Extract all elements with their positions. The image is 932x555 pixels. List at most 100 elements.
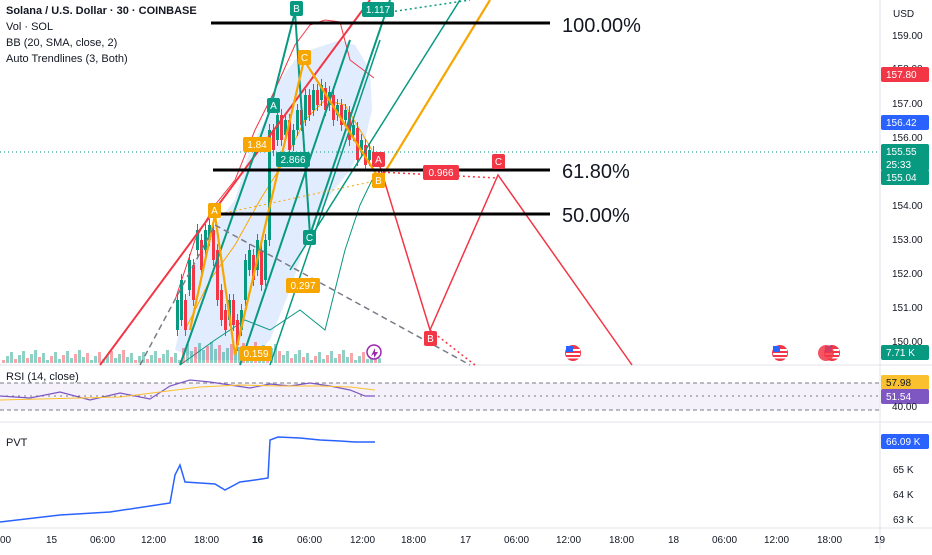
- volume-bar: [314, 356, 317, 363]
- time-tick: 17: [460, 535, 472, 546]
- volume-bar: [46, 360, 49, 363]
- pattern-marker-b-green[interactable]: [290, 1, 303, 16]
- candle-body: [340, 105, 343, 125]
- volume-bar: [106, 355, 109, 363]
- time-tick: 18: [668, 535, 680, 546]
- price-badge-text: 155.04: [886, 173, 917, 184]
- pattern-marker-b-red[interactable]: [424, 331, 437, 346]
- volume-bar: [130, 353, 133, 363]
- value-tag-1117[interactable]: [362, 2, 394, 17]
- pvt-tick: 65 K: [893, 465, 914, 476]
- pattern-green-projection: [389, 0, 471, 13]
- fib-label-50: 50.00%: [562, 205, 630, 227]
- pattern-marker-c-orange[interactable]: [298, 50, 311, 65]
- volume-bar: [358, 356, 361, 363]
- candle-body: [368, 150, 371, 160]
- time-tick: 06:00: [297, 535, 322, 546]
- value-tag-0297-text: 0.297: [290, 281, 315, 292]
- pvt-legend[interactable]: PVT: [6, 437, 28, 449]
- volume-bar: [110, 351, 113, 363]
- volume-bar: [2, 360, 5, 363]
- volume-bar: [126, 357, 129, 363]
- pattern-marker-c-green[interactable]: [303, 230, 316, 245]
- volume-bar: [226, 348, 229, 363]
- volume-bar: [218, 345, 221, 363]
- price-badge-red: [881, 67, 929, 82]
- candle-body: [292, 130, 295, 145]
- volume-bar: [10, 352, 13, 363]
- volume-bar: [274, 344, 277, 363]
- time-tick: 18:00: [194, 535, 219, 546]
- pvt-tick: 64 K: [893, 490, 914, 501]
- candle-body: [184, 300, 187, 330]
- value-tag-0297[interactable]: [286, 278, 320, 293]
- volume-bar: [294, 354, 297, 363]
- candle-body: [216, 250, 219, 300]
- trendlines-legend[interactable]: Auto Trendlines (3, Both): [6, 53, 128, 65]
- pattern-marker-a-red[interactable]: [372, 152, 385, 167]
- volume-bar: [318, 352, 321, 363]
- pattern-marker-a-orange[interactable]: [208, 203, 221, 218]
- fib-label-618: 61.80%: [562, 161, 630, 183]
- pvt-line: [0, 436, 375, 523]
- pattern-marker-c-red[interactable]: [492, 154, 505, 169]
- pattern-marker-b-orange[interactable]: [372, 173, 385, 188]
- volume-bar: [206, 346, 209, 363]
- candle-body: [320, 85, 323, 100]
- volume-legend[interactable]: Vol · SOL: [6, 21, 54, 33]
- symbol-title[interactable]: Solana / U.S. Dollar · 30 · COINBASE: [6, 5, 197, 17]
- time-tick: 12:00: [350, 535, 375, 546]
- price-badge-text: 156.42: [886, 118, 917, 129]
- candle-body: [352, 125, 355, 135]
- pattern-marker-a-green[interactable]: [267, 98, 280, 113]
- price-badge-last: [881, 144, 929, 171]
- volume-bar: [302, 357, 305, 363]
- volume-bar: [98, 352, 101, 363]
- value-tag-184[interactable]: [243, 137, 271, 152]
- volume-bar: [74, 354, 77, 363]
- event-icon[interactable]: [366, 344, 382, 360]
- price-tick: 157.00: [892, 99, 923, 110]
- value-tag-0966[interactable]: [423, 165, 459, 180]
- candle-body: [188, 260, 191, 290]
- pattern-marker-a-orange-text: A: [211, 206, 218, 217]
- candle-body: [324, 88, 327, 110]
- volume-bar: [42, 353, 45, 363]
- volume-bar: [26, 358, 29, 363]
- pattern-red-projection: [377, 159, 633, 366]
- value-tag-0966-text: 0.966: [428, 168, 453, 179]
- candle-body: [212, 230, 215, 260]
- candle-body: [288, 120, 291, 150]
- candle-body: [312, 90, 315, 110]
- candle-body: [284, 120, 287, 135]
- volume-bar: [210, 342, 213, 363]
- candle-body: [360, 140, 363, 150]
- volume-bar: [166, 350, 169, 363]
- candle-body: [348, 112, 351, 140]
- countdown-text: 25:33: [886, 160, 911, 171]
- value-tag-2866[interactable]: [276, 152, 310, 167]
- volume-bar: [138, 356, 141, 363]
- candle-body: [232, 300, 235, 325]
- candle-body: [252, 255, 255, 280]
- us-flag-icon[interactable]: [818, 345, 834, 361]
- volume-bar: [306, 353, 309, 363]
- candle-body: [204, 230, 207, 250]
- time-axis[interactable]: 00 15 06:00 12:00 18:00 16 06:00 12:00 1…: [0, 535, 886, 546]
- us-flag-icon[interactable]: [772, 345, 788, 361]
- volume-bar: [30, 354, 33, 363]
- volume-bar: [90, 360, 93, 363]
- candle-body: [364, 145, 367, 165]
- projection-grey-rising: [139, 224, 216, 366]
- us-flag-icon[interactable]: [565, 345, 581, 361]
- candle-body: [344, 110, 347, 120]
- bb-legend[interactable]: BB (20, SMA, close, 2): [6, 37, 118, 49]
- rsi-legend[interactable]: RSI (14, close): [6, 371, 79, 383]
- candle-body: [268, 130, 271, 240]
- value-tag-0159[interactable]: [240, 346, 272, 361]
- volume-bar: [214, 349, 217, 363]
- rsi-badge-text: 51.54: [886, 392, 911, 403]
- value-tag-1117-text: 1.117: [366, 5, 391, 16]
